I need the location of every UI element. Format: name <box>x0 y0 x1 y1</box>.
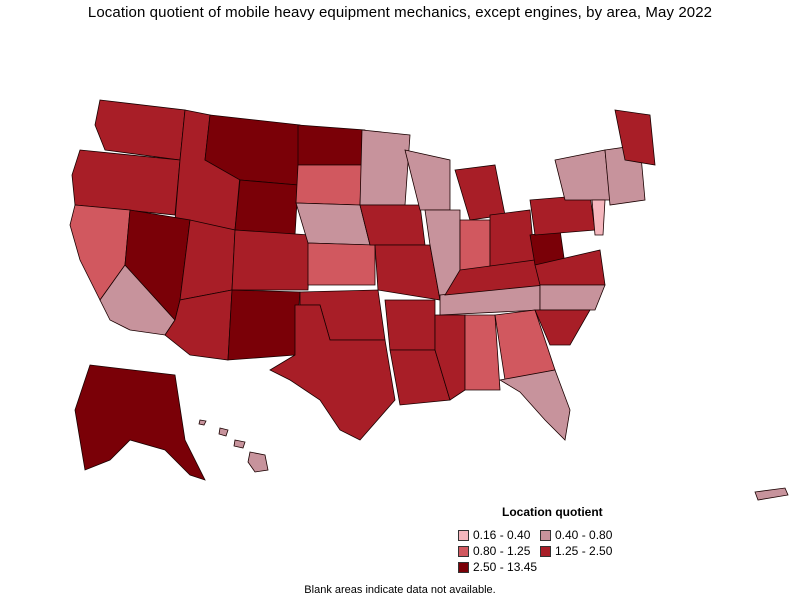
region-iowa <box>359 204 426 246</box>
region-puerto-rico <box>754 487 789 501</box>
legend-swatch <box>458 561 469 573</box>
region-mississippi <box>434 314 466 401</box>
region-maine <box>614 109 656 166</box>
legend-swatch <box>458 545 469 557</box>
region-missouri <box>374 244 441 301</box>
legend-label: 0.16 - 0.40 <box>473 528 531 542</box>
region-north-carolina <box>539 284 606 311</box>
region-kansas <box>307 242 376 286</box>
legend-label: 0.80 - 1.25 <box>473 544 531 558</box>
region-north-dakota <box>297 124 366 166</box>
region-oregon <box>71 149 181 216</box>
region-florida <box>498 369 571 441</box>
region-new-mexico <box>227 289 301 361</box>
legend-item-0-80-1-25: 0.80 - 1.25 <box>458 544 530 558</box>
legend-item-2-50-13-45: 2.50 - 13.45 <box>458 560 537 574</box>
region-utah <box>179 219 236 301</box>
region-hawaii-3 <box>233 439 246 449</box>
legend-item-0-16-0-40: 0.16 - 0.40 <box>458 528 530 542</box>
region-hawaii-4 <box>247 451 269 473</box>
legend-item-0-40-0-80: 0.40 - 0.80 <box>540 528 612 542</box>
puerto-rico <box>754 487 789 501</box>
region-wyoming <box>234 179 299 236</box>
region-new-jersey <box>591 199 606 236</box>
hawaii <box>198 419 269 473</box>
footnote: Blank areas indicate data not available. <box>304 584 496 596</box>
region-texas <box>269 304 396 441</box>
region-minnesota <box>359 129 411 206</box>
legend-swatch <box>458 529 469 541</box>
region-wisconsin <box>404 149 451 211</box>
region-pennsylvania <box>529 194 596 236</box>
contiguous-us <box>69 99 656 441</box>
region-hawaii-2 <box>218 427 229 437</box>
legend-label: 1.25 - 2.50 <box>555 544 613 558</box>
region-south-dakota <box>295 164 363 206</box>
legend-title: Location quotient <box>502 505 603 519</box>
region-nebraska <box>295 202 371 246</box>
region-michigan <box>454 164 506 221</box>
legend-swatch <box>540 545 551 557</box>
region-alaska <box>74 364 206 481</box>
region-washington <box>94 99 186 161</box>
region-alabama <box>464 314 501 391</box>
region-south-carolina <box>534 309 591 346</box>
legend-swatch <box>540 529 551 541</box>
region-hawaii-1 <box>198 419 207 426</box>
region-arkansas <box>384 299 436 351</box>
alaska <box>74 364 206 481</box>
legend-label: 0.40 - 0.80 <box>555 528 613 542</box>
legend-label: 2.50 - 13.45 <box>473 560 538 574</box>
chart-title: Location quotient of mobile heavy equipm… <box>87 4 713 21</box>
region-colorado <box>231 229 311 291</box>
legend-item-1-25-2-50: 1.25 - 2.50 <box>540 544 612 558</box>
region-new-york <box>554 149 611 201</box>
